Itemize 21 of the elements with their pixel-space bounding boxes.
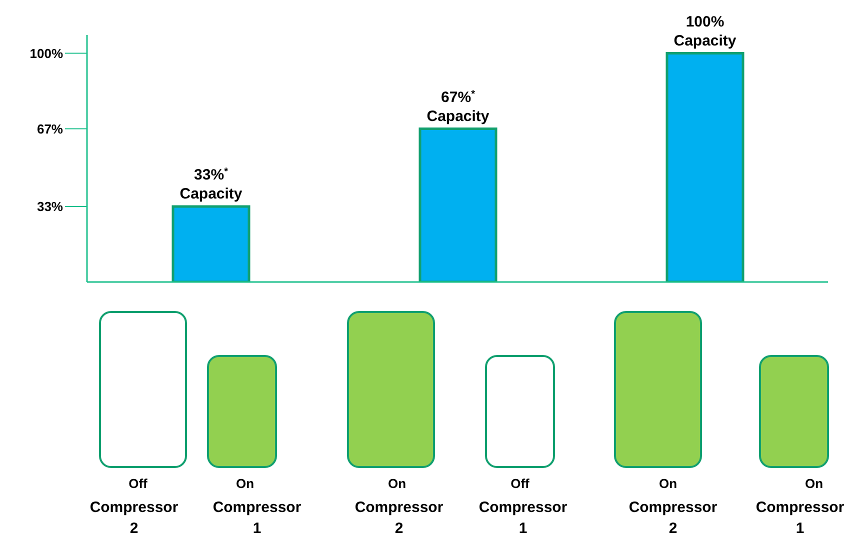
text: Off	[510, 476, 530, 492]
y-tick-label: 67%	[36, 121, 64, 136]
data-label: 100% Capacity	[674, 13, 737, 50]
text: Compressor 1	[754, 498, 846, 537]
text: On	[386, 476, 408, 492]
text: Compressor 1	[478, 498, 568, 537]
y-tick-label: 100%	[30, 46, 64, 61]
text: On	[234, 476, 256, 492]
text: Compressor 2	[354, 498, 444, 537]
text: On	[658, 476, 678, 492]
data-label: 67%$^{*}$ Capacity	[426, 88, 490, 125]
text: On	[804, 476, 824, 492]
bar	[418, 128, 498, 282]
text: Compressor 1	[212, 498, 302, 537]
data-label: 33%$^{*}$ Capacity	[180, 166, 243, 203]
y-tick-label: 33%	[36, 199, 64, 214]
text: Compressor 2	[628, 498, 718, 537]
text: Compressor 2	[88, 498, 180, 537]
bar	[666, 52, 744, 282]
bar	[172, 205, 250, 282]
text: Off	[128, 476, 148, 492]
